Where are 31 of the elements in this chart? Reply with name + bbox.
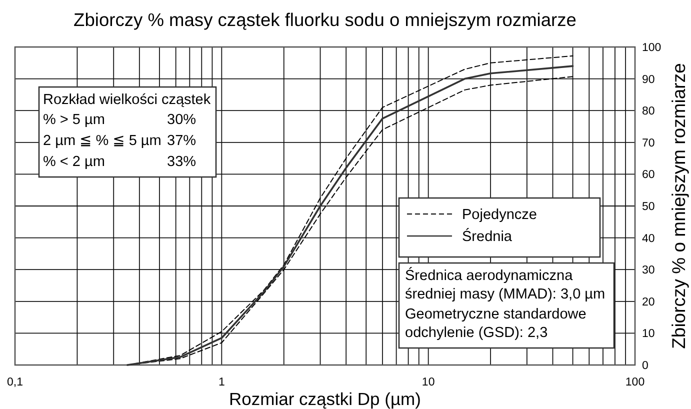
annotation: 37% [167,133,196,149]
x-tick-label: 10 [422,376,435,388]
annotation: Rozkład wielkości cząstek [43,92,212,108]
y-tick-label: 100 [642,42,662,54]
chart-title: Zbiorczy % masy cząstek fluorku sodu o mniejszym rozmiarze [74,9,576,30]
annotation: % < 2 µm [43,154,105,170]
annotation: średniej masy (MMAD): 3,0 µm [405,286,606,302]
legend-label: Pojedyncze [462,207,537,223]
legend-label: Średnia [462,228,513,245]
annotation: 33% [167,154,196,170]
y-tick-label: 80 [642,106,655,118]
x-tick-label: 1 [218,376,225,388]
y-tick-label: 90 [642,74,655,86]
y-tick-label: 50 [642,201,655,213]
y-tick-label: 70 [642,137,655,150]
y-tick-label: 60 [642,169,655,182]
annotation: Średnica aerodynamiczna [405,267,574,284]
annotation: odchylenie (GSD): 2,3 [405,325,548,341]
x-axis-title: Rozmiar cząstki Dp (µm) [229,389,421,409]
y-axis-title: Zbiorczy % o mniejszym rozmiarze [668,63,689,349]
annotation: Geometryczne standardowe [405,306,586,322]
y-tick-label: 10 [642,328,655,340]
annotation: % > 5 µm [43,112,105,128]
y-tick-label: 30 [642,264,655,277]
y-tick-label: 0 [642,360,648,372]
y-tick-label: 20 [642,296,655,308]
annotation: 30% [167,112,196,128]
x-tick-label: 0,1 [7,376,23,388]
y-tick-label: 40 [642,232,655,245]
annotation: 2 µm ≦ % ≦ 5 µm [43,133,162,149]
x-tick-label: 100 [625,376,645,388]
